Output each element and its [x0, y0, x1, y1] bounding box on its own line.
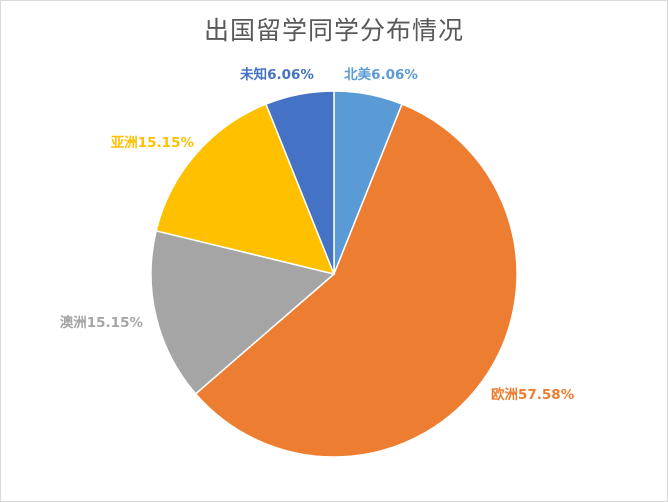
pie-slice-5: [265, 90, 335, 275]
pie-slice-2: [194, 103, 518, 458]
pie-slice-3: [150, 229, 336, 395]
pie-slice-4: [155, 103, 336, 276]
pie-label-5: 未知6.06%: [240, 66, 314, 83]
pie-label-2: 欧洲57.58%: [491, 386, 575, 403]
pie-label-1: 北美6.06%: [344, 66, 418, 83]
pie-slices: [150, 90, 518, 458]
pie-label-4: 亚洲15.15%: [111, 135, 195, 151]
pie-label-3: 澳洲15.15%: [60, 314, 144, 331]
pie-labels: 北美6.06% 欧洲57.58% 澳洲15.15% 亚洲15.15% 未知6.06%: [60, 66, 575, 403]
chart-title: 出国留学同学分布情况: [203, 16, 464, 45]
